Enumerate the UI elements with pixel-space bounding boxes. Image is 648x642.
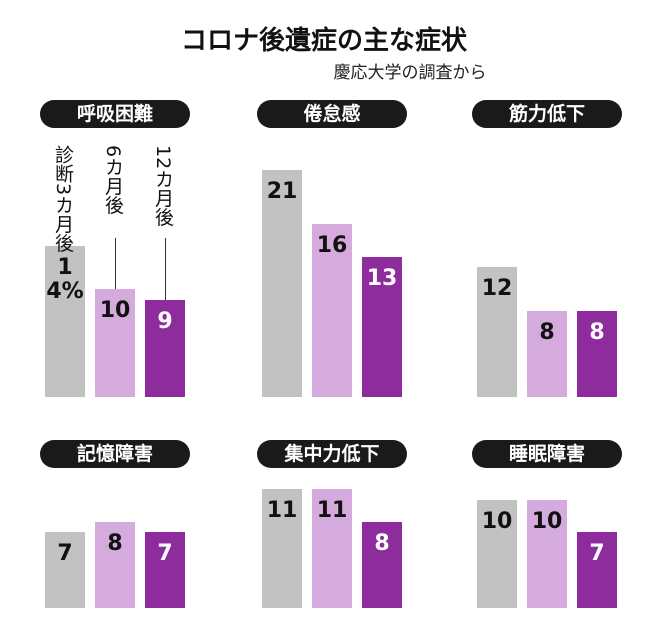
data-label: 10: [481, 509, 513, 534]
leader-line: [165, 238, 166, 300]
panel-title: 睡眠障害: [472, 440, 622, 468]
bar: [145, 299, 185, 397]
bar: [95, 521, 135, 608]
panel-title: 呼吸困難: [40, 100, 190, 128]
bar: [45, 245, 85, 397]
data-label: 14%: [46, 254, 84, 304]
bar: [312, 489, 352, 608]
panel-title: 記憶障害: [40, 440, 190, 468]
bar: [262, 170, 302, 397]
bar: [95, 289, 135, 397]
data-label: 8: [374, 530, 390, 556]
data-label: 7: [57, 541, 73, 567]
chart-subtitle: 慶応大学の調査から: [333, 63, 487, 83]
category-label: 診断3カ月後: [52, 145, 74, 253]
data-label: 11: [316, 498, 348, 524]
data-label: 9: [157, 308, 173, 334]
bar: [362, 256, 402, 397]
data-label: 10: [531, 509, 563, 534]
data-label: 11: [266, 498, 298, 524]
category-label: 12カ月後: [152, 145, 174, 227]
bar: [262, 489, 302, 608]
data-label: 7: [157, 541, 173, 567]
bar: [362, 521, 402, 608]
bar: [577, 310, 617, 397]
bar: [45, 532, 85, 608]
bar: [477, 267, 517, 397]
leader-line: [115, 238, 116, 289]
bar: [527, 500, 567, 608]
bar: [477, 500, 517, 608]
panel-title: 筋力低下: [472, 100, 622, 128]
data-label: 16: [316, 233, 348, 259]
bar: [527, 310, 567, 397]
panel-title: 倦怠感: [257, 100, 407, 128]
bar: [577, 532, 617, 608]
data-label: 7: [589, 541, 605, 567]
data-label: 12: [481, 276, 513, 302]
data-label: 8: [107, 530, 123, 556]
data-label: 8: [539, 319, 555, 345]
data-label: 21: [266, 179, 298, 205]
bar: [312, 224, 352, 397]
data-label: 8: [589, 319, 605, 345]
category-label: 6カ月後: [102, 145, 124, 215]
chart-title: コロナ後遺症の主な症状: [180, 26, 467, 56]
panel-title: 集中力低下: [257, 440, 407, 468]
data-label: 10: [99, 298, 131, 323]
bar: [145, 532, 185, 608]
data-label: 13: [366, 265, 398, 291]
